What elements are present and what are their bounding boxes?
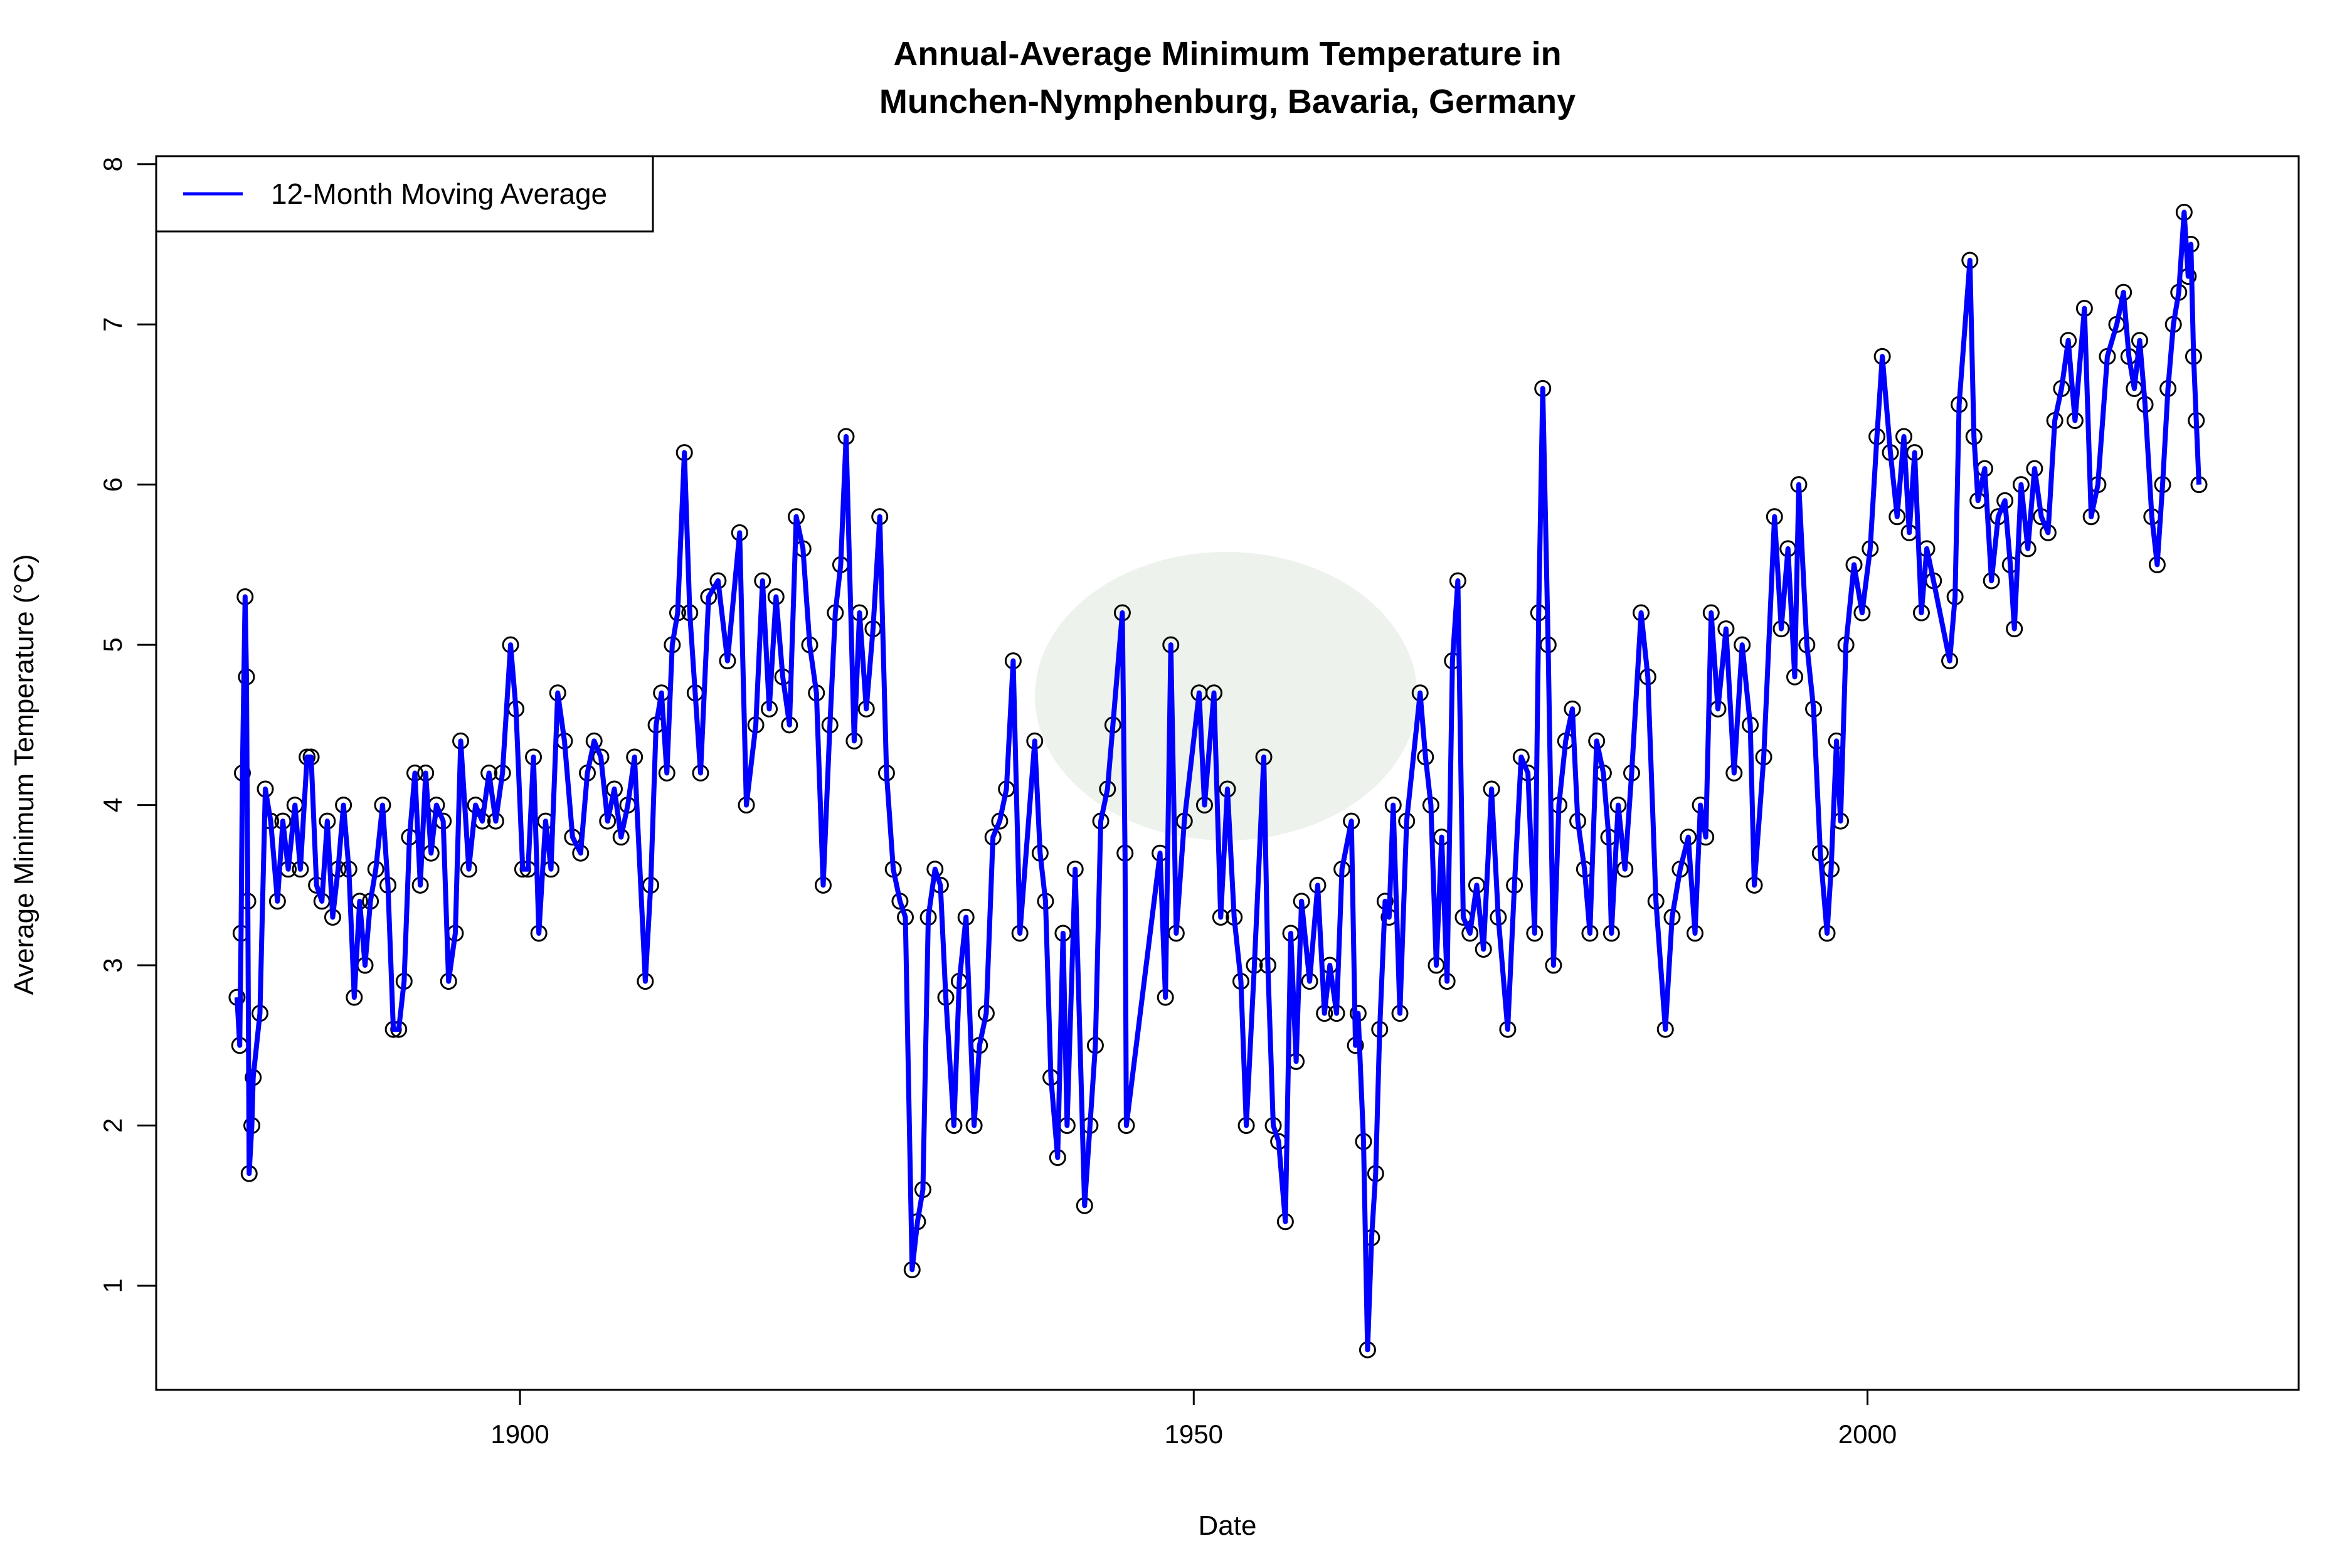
y-tick-label-3: 3 — [98, 958, 127, 972]
chart-title-line-2: Munchen-Nymphenburg, Bavaria, Germany — [879, 83, 1576, 120]
series-line-12-month-moving-average — [234, 209, 2202, 1353]
legend: 12-Month Moving Average — [155, 155, 654, 233]
x-tick-label-1950: 1950 — [1165, 1419, 1223, 1449]
y-axis: 1 2 3 4 5 6 7 8 — [98, 157, 156, 1293]
y-tick-label-7: 7 — [98, 317, 127, 332]
x-axis-label: Date — [1199, 1510, 1257, 1541]
y-tick-label-4: 4 — [98, 798, 127, 812]
watermark-logo — [1035, 552, 1417, 840]
y-tick-label-8: 8 — [98, 157, 127, 171]
y-tick-label-2: 2 — [98, 1118, 127, 1133]
y-tick-label-5: 5 — [98, 637, 127, 652]
y-tick-label-1: 1 — [98, 1278, 127, 1293]
x-tick-label-2000: 2000 — [1838, 1419, 1897, 1449]
chart-title-line-1: Annual-Average Minimum Temperature in — [893, 35, 1561, 73]
x-axis: 1900 1950 2000 — [490, 1390, 1897, 1449]
y-axis-label: Average Minimum Temperature (°C) — [9, 554, 40, 995]
plot-frame — [155, 155, 2300, 1391]
legend-entry-label: 12-Month Moving Average — [271, 177, 607, 210]
y-tick-label-6: 6 — [98, 477, 127, 492]
x-tick-label-1900: 1900 — [490, 1419, 549, 1449]
